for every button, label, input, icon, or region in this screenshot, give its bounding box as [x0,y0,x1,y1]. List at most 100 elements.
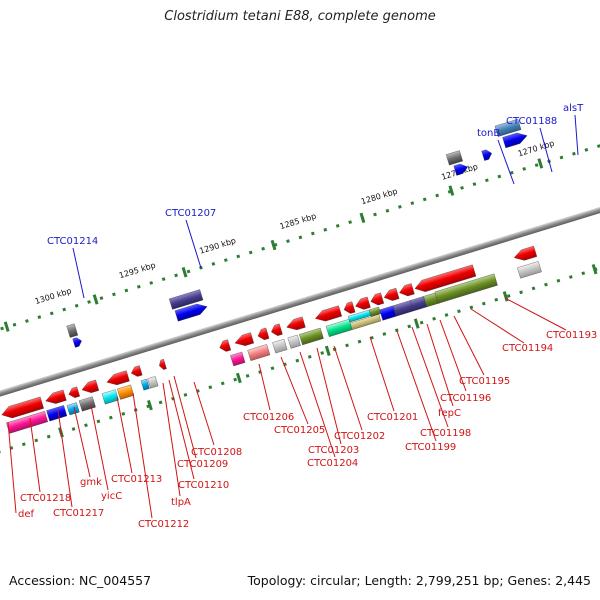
lower-track-dot [544,282,548,287]
gene-label[interactable]: CTC01212 [138,519,189,530]
lower-track-dot [481,301,486,306]
genome-backbone [0,178,600,430]
gene-label[interactable]: yicC [101,491,122,502]
gene-label[interactable]: CTC01198 [420,428,471,439]
gene-label[interactable]: CTC01194 [502,343,553,354]
lower-track-tick [413,318,420,329]
gene-arrow [445,150,463,166]
scale-dot [62,307,67,312]
lower-track-dot [121,411,126,416]
gene-label[interactable]: CTC01213 [111,474,162,485]
gene-label[interactable]: CTC01201 [367,412,418,423]
gene-arrow [287,334,301,349]
gene-callout-line [333,345,363,431]
scale-dot [373,212,377,217]
scale-dot [248,250,253,255]
gene-callout-line [173,375,197,459]
gene-arrow [392,300,414,317]
gene-label[interactable]: CTC01209 [177,459,228,470]
gene-label[interactable]: CTC01199 [405,442,456,453]
scale-dot [149,281,154,285]
gene-arrow [315,305,342,322]
gene-arrow [117,384,135,400]
gene-label[interactable]: CTC01205 [274,425,325,436]
gene-arrow [140,378,150,391]
gene-arrow [325,319,353,337]
scale-label: 1290 kbp [198,236,237,256]
gene-label[interactable]: fepC [438,408,461,419]
scale-dot [559,155,564,160]
lower-track-tick [147,399,153,411]
scale-dot [174,273,178,278]
gene-callout-line [29,417,41,493]
scale-dot [298,235,303,240]
scale-dot [460,186,464,190]
gene-arrow [343,301,356,314]
gene-label[interactable]: CTC01217 [53,508,104,519]
scale-dot [335,224,340,228]
lower-track-dot [158,400,163,405]
accession-text: Accession: NC_004557 [9,573,152,588]
scale-dot [99,296,104,301]
gene-arrow [131,365,143,377]
gene-callout-line [539,127,553,173]
gene-label[interactable]: CTC01207 [165,208,216,219]
gene-callout-line [504,297,567,331]
gene-callout-line [280,356,309,425]
gene-arrow [453,163,468,176]
gene-arrow [78,396,96,412]
gene-label[interactable]: gmk [80,477,102,488]
scale-major-tick [359,212,366,224]
gene-callout-line [411,326,449,428]
lower-track-dot [96,419,101,424]
scale-dot [112,292,116,297]
gene-label[interactable]: alsT [563,103,584,114]
lower-track-dot [506,294,511,298]
lower-track-dot [0,449,1,454]
gene-arrow [271,323,283,336]
scale-dot [385,208,390,213]
scale-dot [161,277,166,282]
gene-label[interactable]: CTC01202 [334,431,385,442]
gene-arrow [494,118,522,137]
gene-callout-line [90,404,109,491]
lower-track-dot [345,343,349,348]
gene-label[interactable]: CTC01193 [546,330,597,341]
gene-label[interactable]: CTC01195 [459,376,510,387]
scale-dot [261,246,266,251]
gene-callout-line [426,323,454,407]
gene-label[interactable]: CTC01208 [191,447,242,458]
gene-label[interactable]: CTC01214 [47,236,98,247]
lower-track-dot [270,366,275,371]
gene-label[interactable]: CTC01203 [308,445,359,456]
gene-label[interactable]: CTC01188 [506,116,557,127]
gene-label[interactable]: def [18,509,35,520]
scale-label: 1285 kbp [279,212,318,232]
gene-label[interactable]: CTC01218 [20,493,71,504]
gene-callout-line [299,351,336,458]
gene-label[interactable]: CTC01196 [440,393,491,404]
gene-arrow [370,292,385,306]
scale-dot [398,205,402,209]
gene-arrow [399,283,415,297]
gene-arrow [299,327,324,346]
scale-dot [572,151,576,156]
lower-track-dot [71,427,76,431]
gene-label[interactable]: CTC01206 [243,412,294,423]
gene-label[interactable]: tonB [477,128,500,139]
scale-dot [25,319,29,323]
lower-track-dot [407,324,412,329]
gene-label[interactable]: tlpA [171,497,191,508]
scale-dot [497,174,502,179]
gene-callout-line [497,139,515,185]
gene-callout-line [73,406,91,478]
gene-arrow [72,337,82,348]
gene-arrow [169,289,204,310]
gene-label[interactable]: CTC01210 [178,480,229,491]
scale-major-tick [448,185,455,196]
gene-label[interactable]: CTC01204 [307,458,358,469]
lower-track-dot [34,438,39,443]
scale-dot [223,258,228,263]
lower-track-dot [494,297,499,302]
